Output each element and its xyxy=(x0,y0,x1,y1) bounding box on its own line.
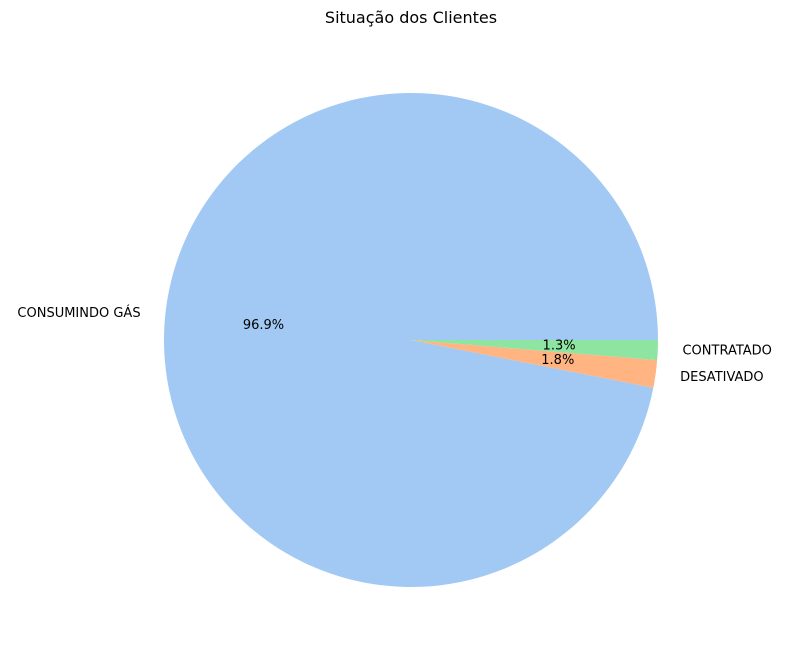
pie-slice-consumindo-gas xyxy=(164,93,658,588)
pie-percent-contratado: 1.3% xyxy=(543,339,576,354)
pie-label-contratado: CONTRATADO xyxy=(682,344,771,359)
pie-labels: CONSUMINDO GÁS 96.9% DESATIVADO 1.8% CONTRAT… xyxy=(17,305,771,385)
chart-title: Situação dos Clientes xyxy=(325,8,497,27)
pie-slice-desativado xyxy=(411,340,658,388)
pie-percent-consumindo-gas: 96.9% xyxy=(243,318,284,333)
pie-percent-desativado: 1.8% xyxy=(541,353,574,368)
pie-slices xyxy=(164,93,658,588)
pie-slice-contratado xyxy=(411,340,658,361)
pie-label-consumindo-gas: CONSUMINDO GÁS xyxy=(17,305,140,321)
pie-label-desativado: DESATIVADO xyxy=(680,370,764,385)
